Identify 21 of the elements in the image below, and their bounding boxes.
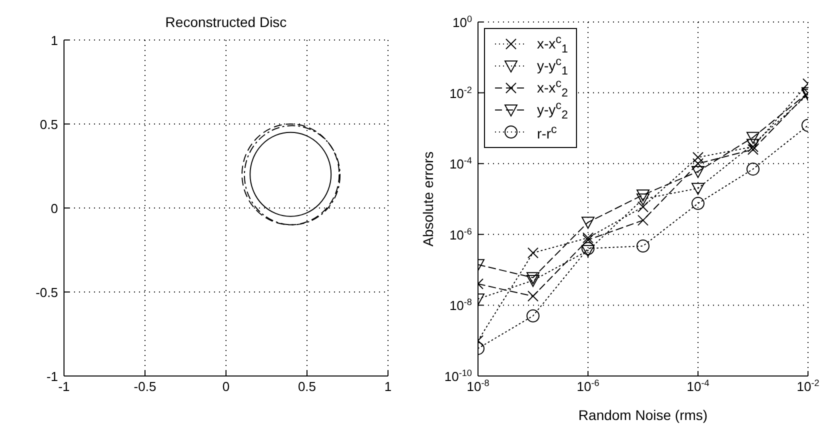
y-tick-label: 10$^{-4}$ bbox=[449, 156, 472, 172]
x-tick-label: 10$^{-2}$ bbox=[796, 378, 820, 394]
x-tick-label: 0.5 bbox=[298, 379, 316, 394]
y-tick-label: -0.5 bbox=[36, 285, 58, 300]
chart-title: Reconstructed Disc bbox=[164, 14, 288, 30]
x-tick-label: 10$^{-8}$ bbox=[466, 378, 490, 394]
y-tick-label: 0.5 bbox=[40, 117, 58, 132]
y-tick-label: 10$^{0}$ bbox=[452, 14, 472, 30]
y-tick-label: 10$^{-6}$ bbox=[449, 226, 472, 242]
x-axis-title: Random Noise (rms) bbox=[578, 407, 708, 423]
x-tick-label: 10$^{-6}$ bbox=[576, 378, 600, 394]
y-tick-label: 0 bbox=[50, 201, 58, 216]
y-tick-label: 10$^{-2}$ bbox=[449, 84, 472, 101]
y-tick-label: 10$^{-8}$ bbox=[449, 297, 472, 314]
y-axis-title: Absolute errors bbox=[420, 152, 436, 246]
x-tick-label: -0.5 bbox=[134, 379, 156, 394]
legend-label: r-r$^{c}$ bbox=[537, 122, 557, 142]
y-tick-label: 1 bbox=[50, 33, 58, 48]
x-tick-label: 10$^{-4}$ bbox=[686, 378, 710, 394]
x-tick-label: 0 bbox=[222, 379, 230, 394]
x-tick-label: 1 bbox=[384, 379, 392, 394]
